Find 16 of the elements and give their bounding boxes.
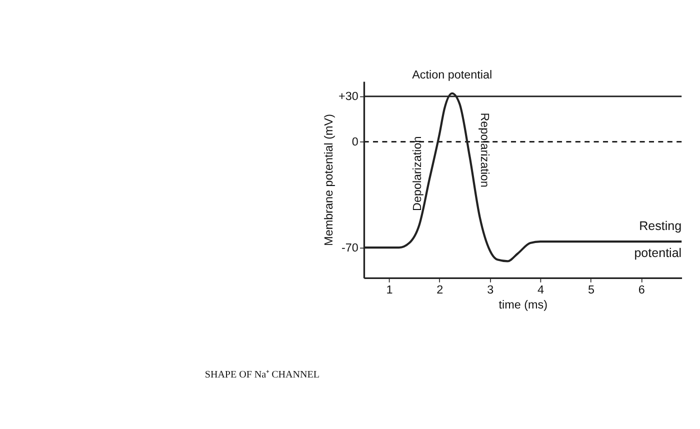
annotation: Repolarization	[478, 112, 492, 188]
x-tick-label: 4	[538, 283, 545, 296]
y-tick-label: +30	[338, 90, 359, 104]
y-tick-label: 0	[352, 136, 359, 149]
annotation: Depolarization	[411, 136, 424, 211]
y-axis-title: Membrane potential (mV)	[322, 114, 336, 246]
x-tick-label: 5	[588, 283, 595, 296]
x-tick-label: 2	[436, 283, 444, 296]
text: SHAPE OF Na⁺ CHANNEL	[204, 369, 320, 380]
x-tick-label: 3	[487, 283, 494, 296]
y-tick-label: -70	[341, 241, 359, 254]
x-tick-label: 6	[638, 283, 645, 296]
x-tick-label: 1	[386, 283, 393, 296]
annotation: Resting potential	[634, 219, 682, 260]
annotation: Action potential	[412, 68, 492, 82]
x-axis-title: time (ms)	[498, 298, 548, 312]
